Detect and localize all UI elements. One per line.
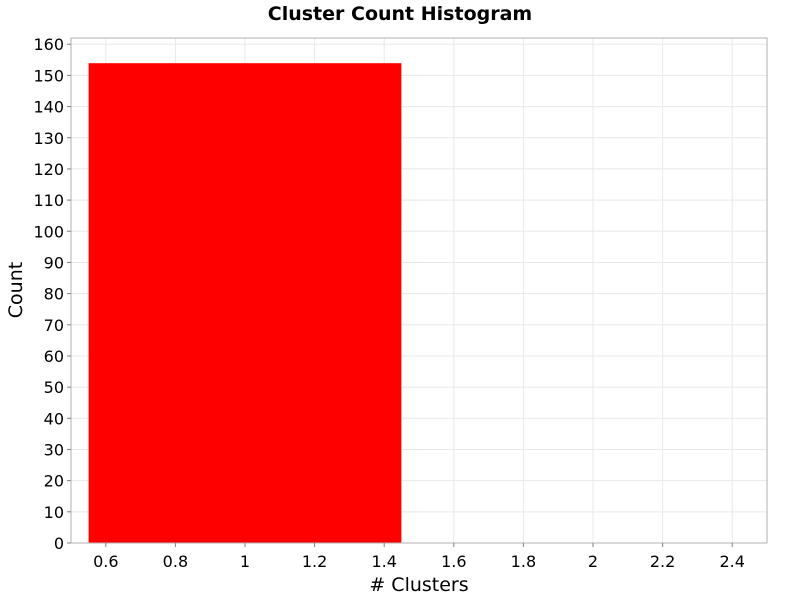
y-tick-label: 90 bbox=[44, 253, 64, 272]
x-tick-label: 0.6 bbox=[93, 552, 118, 571]
y-tick-label: 110 bbox=[33, 191, 64, 210]
y-tick-label: 20 bbox=[44, 472, 64, 491]
chart-title: Cluster Count Histogram bbox=[268, 3, 532, 25]
x-tick-label: 1.8 bbox=[511, 552, 536, 571]
y-tick-label: 120 bbox=[33, 160, 64, 179]
x-axis-ticks: 0.6 0.8 1 1.2 1.4 1.6 1.8 2 2.2 2.4 bbox=[93, 543, 745, 571]
x-tick-label: 2.2 bbox=[650, 552, 675, 571]
y-tick-label: 40 bbox=[44, 409, 64, 428]
bars bbox=[88, 62, 402, 544]
y-tick-label: 80 bbox=[44, 285, 64, 304]
y-tick-label: 130 bbox=[33, 129, 64, 148]
x-tick-label: 1.4 bbox=[371, 552, 396, 571]
y-tick-label: 10 bbox=[44, 503, 64, 522]
x-tick-label: 2 bbox=[588, 552, 598, 571]
y-tick-label: 150 bbox=[33, 66, 64, 85]
x-tick-label: 1.6 bbox=[441, 552, 466, 571]
y-tick-label: 60 bbox=[44, 347, 64, 366]
plot-frame bbox=[70, 37, 768, 544]
histogram-bar bbox=[88, 62, 402, 544]
y-tick-label: 70 bbox=[44, 316, 64, 335]
y-tick-label: 140 bbox=[33, 98, 64, 117]
x-tick-label: 0.8 bbox=[163, 552, 188, 571]
y-tick-label: 0 bbox=[54, 534, 64, 553]
x-tick-label: 1 bbox=[240, 552, 250, 571]
x-tick-label: 1.2 bbox=[302, 552, 327, 571]
y-axis-label: Count bbox=[5, 262, 27, 318]
y-tick-label: 50 bbox=[44, 378, 64, 397]
y-axis-ticks: 0 10 20 30 40 50 60 70 80 90 100 110 120 130 140 150 160 bbox=[33, 35, 71, 553]
y-tick-label: 160 bbox=[33, 35, 64, 54]
y-tick-label: 100 bbox=[33, 222, 64, 241]
y-tick-label: 30 bbox=[44, 440, 64, 459]
x-axis-label: # Clusters bbox=[369, 574, 468, 596]
x-tick-label: 2.4 bbox=[719, 552, 744, 571]
